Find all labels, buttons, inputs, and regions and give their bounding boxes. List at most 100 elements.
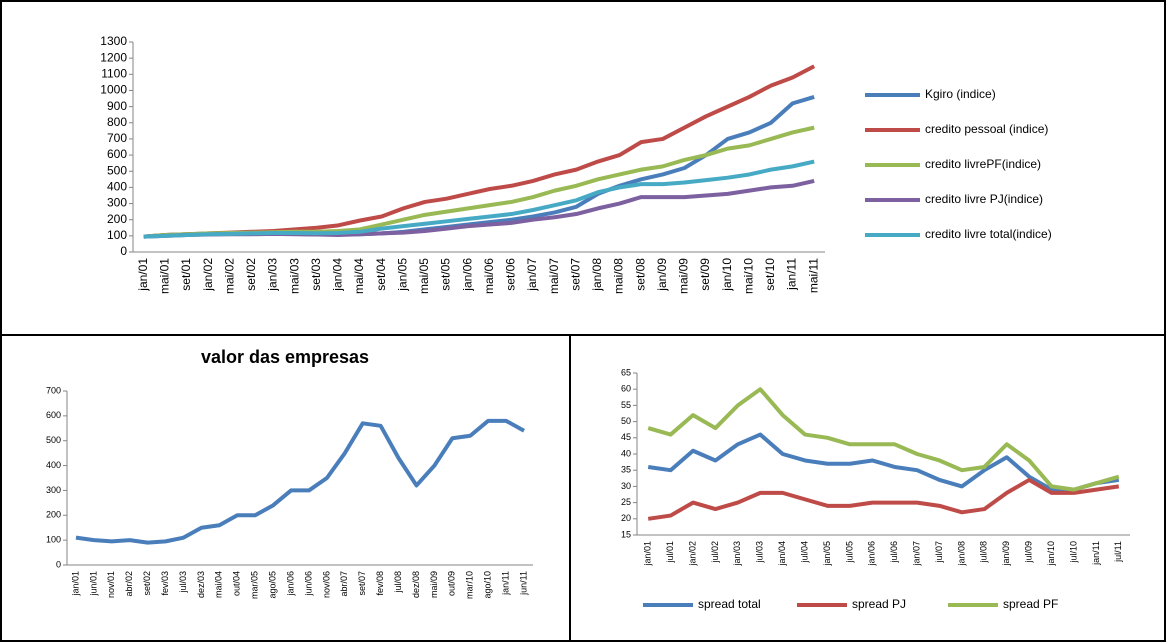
x-tick-label: jun/06 [303, 571, 313, 597]
x-tick-label: mai/08 [612, 258, 626, 294]
x-tick-label: fev/03 [160, 571, 170, 596]
x-tick-label: jan/02 [201, 258, 215, 292]
y-tick-label: 45 [621, 432, 631, 442]
x-tick-label: jun/11 [518, 571, 528, 596]
x-tick-label: jan/11 [500, 571, 510, 596]
y-tick-label: 15 [621, 529, 631, 539]
x-tick-label: jan/01 [643, 541, 653, 567]
x-tick-label: set/07 [568, 258, 582, 291]
x-tick-label: jul/08 [393, 571, 403, 594]
x-tick-label: abr/07 [339, 571, 349, 597]
x-tick-label: jan/10 [720, 258, 734, 292]
x-tick-label: set/09 [698, 258, 712, 291]
x-tick-label: set/08 [633, 258, 647, 291]
panel-bottom-right [569, 334, 1166, 642]
x-tick-label: mai/11 [806, 258, 820, 293]
x-tick-label: jan/07 [525, 258, 539, 292]
y-tick-label: 1200 [100, 50, 127, 64]
x-tick-label: jan/08 [590, 258, 604, 292]
series-line [143, 125, 815, 239]
x-tick-label: jan/03 [266, 258, 280, 292]
x-tick-label: mai/05 [417, 258, 431, 294]
x-tick-label: set/07 [357, 571, 367, 596]
x-tick-label: mai/09 [429, 571, 439, 598]
x-tick-label: jan/10 [1046, 541, 1056, 567]
y-tick-label: 600 [46, 410, 61, 420]
y-tick-label: 50 [621, 416, 631, 426]
x-tick-label: jan/01 [70, 571, 80, 597]
series-line [647, 432, 1120, 492]
y-tick-label: 400 [46, 460, 61, 470]
x-tick-label: mai/09 [677, 258, 691, 294]
x-tick-label: jan/05 [822, 541, 832, 567]
x-tick-label: jan/11 [1091, 541, 1101, 566]
x-tick-label: jul/03 [178, 571, 188, 594]
y-tick-label: 0 [120, 244, 127, 258]
legend-label: spread PF [1003, 597, 1058, 611]
x-tick-label: mai/04 [352, 258, 366, 294]
y-tick-label: 65 [621, 367, 631, 377]
x-tick-label: jan/09 [1001, 541, 1011, 567]
x-tick-label: set/03 [309, 258, 323, 291]
x-tick-label: mai/07 [547, 258, 561, 294]
x-tick-label: out/04 [232, 571, 242, 596]
x-tick-label: dez/03 [196, 571, 206, 598]
series-line [647, 387, 1120, 492]
x-tick-label: jan/04 [331, 258, 345, 292]
y-tick-label: 800 [107, 115, 127, 129]
y-tick-label: 500 [46, 435, 61, 445]
y-tick-label: 55 [621, 400, 631, 410]
x-tick-label: mai/10 [741, 258, 755, 294]
y-tick-label: 1100 [101, 66, 127, 80]
x-tick-label: jan/09 [655, 258, 669, 292]
x-tick-label: jan/06 [285, 571, 295, 597]
x-tick-label: ago/05 [267, 571, 277, 599]
x-tick-label: jul/02 [710, 541, 720, 564]
y-tick-label: 1300 [100, 34, 127, 48]
series-line [647, 477, 1120, 521]
y-tick-label: 100 [46, 535, 61, 545]
y-tick-label: 300 [107, 196, 127, 210]
x-tick-label: out/09 [447, 571, 457, 596]
x-tick-label: jan/05 [395, 258, 409, 292]
x-tick-label: mai/02 [222, 258, 236, 294]
x-tick-label: mai/03 [287, 258, 301, 294]
x-tick-label: set/02 [142, 571, 152, 596]
legend-label: spread total [698, 597, 761, 611]
x-tick-label: jul/04 [799, 541, 809, 564]
y-tick-label: 400 [107, 180, 127, 194]
x-tick-label: abr/02 [124, 571, 134, 597]
y-tick-label: 30 [621, 481, 631, 491]
x-tick-label: mai/01 [158, 258, 172, 294]
x-tick-label: jul/05 [844, 541, 854, 564]
x-tick-label: dez/08 [411, 571, 421, 598]
x-tick-label: set/05 [439, 258, 453, 291]
y-tick-label: 40 [621, 448, 631, 458]
y-tick-label: 900 [107, 99, 127, 113]
x-tick-label: set/01 [179, 258, 193, 291]
y-tick-label: 700 [107, 131, 127, 145]
legend-label: spread PJ [852, 597, 906, 611]
series-line [143, 159, 815, 239]
x-tick-label: jan/01 [136, 258, 150, 292]
x-tick-label: ago/10 [483, 571, 493, 599]
x-tick-label: jul/09 [1024, 541, 1034, 564]
y-tick-label: 300 [46, 485, 61, 495]
x-tick-label: jan/06 [460, 258, 474, 292]
legend-label: Kgiro (indice) [925, 87, 996, 101]
y-tick-label: 600 [107, 147, 127, 161]
x-tick-label: nov/01 [106, 571, 116, 598]
y-tick-label: 35 [621, 465, 631, 475]
series-line [75, 418, 526, 545]
x-tick-label: jan/04 [777, 541, 787, 567]
x-tick-label: mai/04 [214, 571, 224, 598]
y-tick-label: 0 [56, 559, 61, 569]
legend-label: credito livre PJ(indice) [925, 192, 1043, 206]
x-tick-label: jul/11 [1113, 541, 1123, 563]
x-tick-label: jan/07 [911, 541, 921, 567]
x-tick-label: jul/10 [1068, 541, 1078, 564]
y-tick-label: 200 [107, 212, 127, 226]
x-tick-label: fev/08 [375, 571, 385, 596]
y-tick-label: 100 [107, 228, 127, 242]
x-tick-label: mar/05 [250, 571, 260, 599]
